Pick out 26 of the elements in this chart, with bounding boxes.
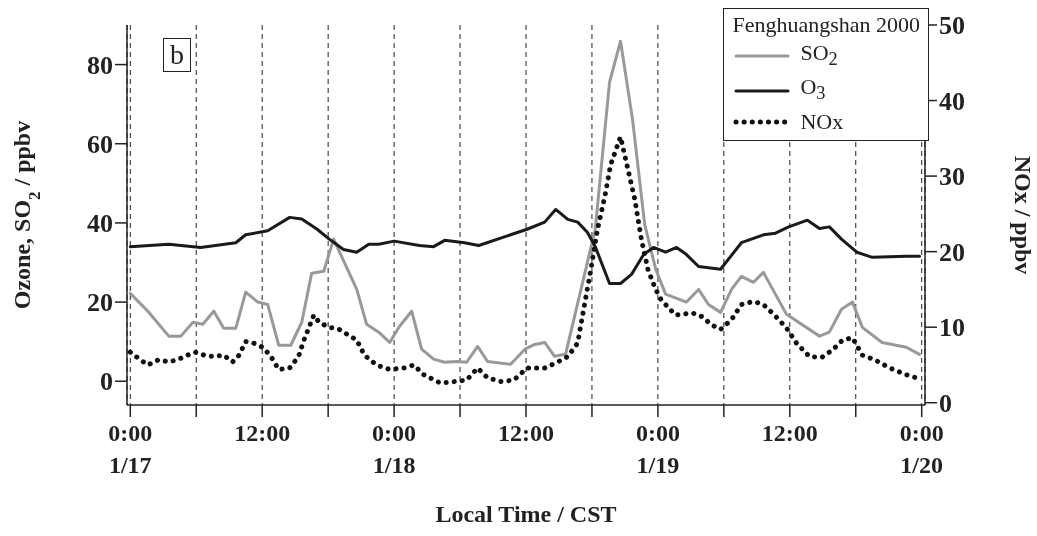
y2-tick-label: 40 [939, 86, 965, 116]
x-tick-label: 12:00 [498, 420, 554, 446]
x-tick-label: 12:00 [234, 420, 291, 446]
x-tick-label: 0:00 1/17 [108, 420, 153, 478]
legend-label: O$_{3}$ [800, 73, 826, 106]
x-axis-title: Local Time / CST [435, 501, 617, 527]
x-tick-label: 12:00 [761, 420, 818, 446]
y-tick-label: 40 [87, 209, 113, 239]
y2-tick-label: 30 [939, 162, 965, 192]
x-tick-label: 0:00 1/18 [372, 420, 417, 478]
legend-label: NOx [800, 107, 844, 136]
x-tick-label: 0:00 1/20 [899, 420, 944, 478]
legend-label: SO$_{2}$ [800, 39, 838, 72]
y2-tick-label: 0 [939, 388, 952, 418]
y2-tick-label: 20 [939, 237, 965, 267]
y-tick-label: 60 [87, 129, 113, 159]
annotation: b [163, 38, 191, 72]
y2-tick-label: 50 [939, 11, 965, 41]
x-tick-label: 0:00 1/19 [635, 420, 680, 478]
y-tick-label: 80 [87, 50, 113, 80]
y-tick-label: 20 [87, 288, 113, 318]
y2-tick-label: 10 [939, 313, 965, 343]
line-series [128, 39, 921, 366]
legend-title: Fenghuangshan 2000 [732, 11, 920, 39]
y-tick-label: 0 [100, 367, 113, 397]
y2-axis-title: NOx / ppbv [1010, 155, 1036, 275]
